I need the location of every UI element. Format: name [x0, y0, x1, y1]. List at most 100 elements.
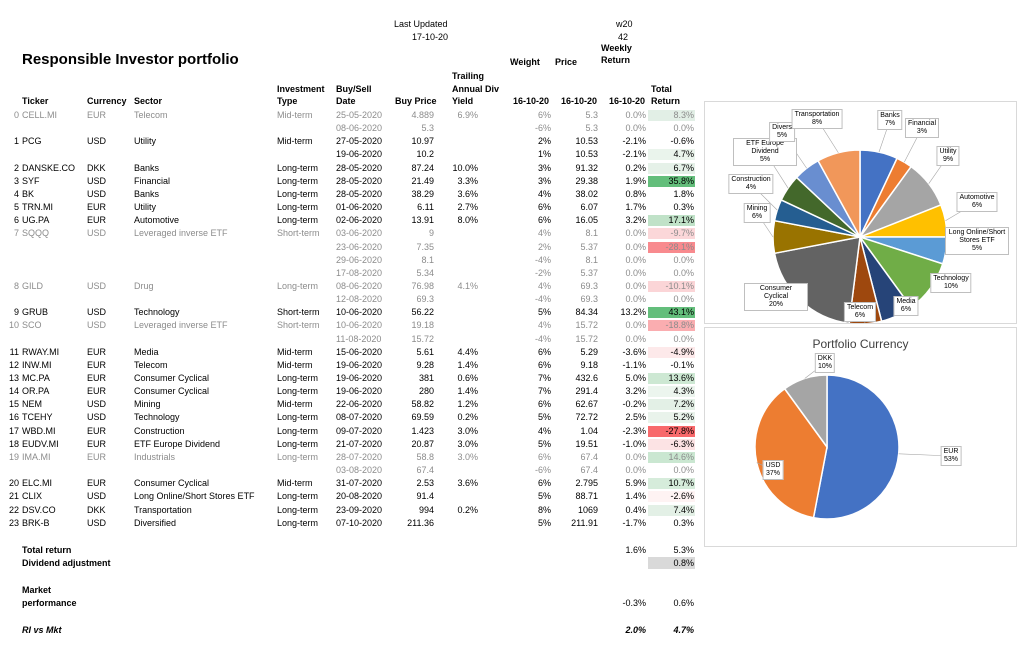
pie-label-name: Transportation: [794, 111, 840, 118]
total-return-heat: [648, 478, 695, 490]
cell-buy: 5.34: [416, 267, 434, 278]
cell-type: Long-term: [277, 412, 319, 423]
cell-price: 6.07: [580, 202, 598, 213]
cell-total: 43.1%: [668, 307, 694, 318]
cell-weekly: 0.4%: [625, 504, 646, 515]
table-row: 7 SQQQ USD Leveraged inverse ETF Short-term 0…: [0, 227, 700, 240]
table-row: 16 TCEHY USD Technology Long-term 08-07-2020 6…: [0, 411, 700, 424]
cell-idx: 11: [9, 346, 19, 357]
cell-date: 03-08-2020: [336, 465, 383, 476]
cell-type: Long-term: [277, 162, 319, 173]
pie-label: DKK 10%: [814, 353, 836, 373]
pie-label-value: 20%: [768, 301, 783, 308]
cell-weight: 1%: [537, 149, 551, 160]
cell-idx: 16: [8, 412, 19, 423]
cell-sector: Transportation: [134, 504, 192, 515]
total-return-heat: [648, 504, 695, 516]
cell-weekly: 13.2%: [620, 307, 646, 318]
currency-pie: [754, 362, 952, 520]
cell-div: 3.0%: [457, 425, 478, 436]
cell-div: 4.4%: [457, 346, 478, 357]
pie-label: Long Online/Short Stores ETF 5%: [945, 227, 1009, 255]
cell-weekly: -2.1%: [622, 149, 646, 160]
cell-idx: 19: [8, 451, 19, 462]
cell-total: 10.7%: [668, 478, 694, 489]
total-return-heat: [648, 228, 695, 240]
cell-ticker: BK: [22, 188, 35, 199]
cell-idx: 5: [13, 202, 19, 213]
cell-sector: Long Online/Short Stores ETF: [134, 491, 255, 502]
cell-type: Long-term: [277, 215, 319, 226]
cell-price: 8.1: [585, 228, 598, 239]
cell-weight: -4%: [534, 294, 551, 305]
market-total: 0.6%: [673, 598, 694, 608]
total-return-heat: [648, 162, 695, 174]
cell-buy: 2.53: [416, 478, 434, 489]
cell-cur: USD: [87, 399, 107, 410]
cell-weekly: 0.0%: [625, 320, 646, 331]
pie-label: Transportation 8%: [791, 109, 843, 129]
cell-date: 27-05-2020: [336, 136, 383, 147]
pie-label-name: EUR: [943, 448, 959, 455]
cell-buy: 8.1: [421, 254, 434, 265]
cell-weight: 6%: [537, 346, 551, 357]
cell-total: -0.6%: [670, 136, 694, 147]
cell-weekly: 0.0%: [625, 267, 646, 278]
cell-buy: 76.98: [411, 280, 434, 291]
cell-weight: 3%: [537, 175, 551, 186]
pie-label-name: Construction: [731, 176, 771, 183]
cell-date: 02-06-2020: [336, 215, 383, 226]
ri-vs-mkt-weekly: 2.0%: [625, 625, 646, 635]
table-row: 9 GRUB USD Technology Short-term 10-06-2020 56…: [0, 306, 700, 319]
cell-idx: 7: [13, 228, 19, 239]
cell-idx: 23: [8, 517, 19, 528]
pie-label: Media 6%: [893, 296, 919, 316]
cell-price: 69.3: [580, 294, 598, 305]
cell-total: -10.1%: [665, 280, 694, 291]
cell-sector: Technology: [134, 412, 180, 423]
pie-label-value: 10%: [817, 363, 832, 370]
total-return-heat: [648, 373, 695, 384]
cell-buy: 87.24: [411, 162, 434, 173]
cell-weight: 6%: [537, 110, 551, 120]
table-row: 2 DANSKE.CO DKK Banks Long-term 28-05-2020 87.…: [0, 162, 700, 175]
table-row: 03-08-2020 67.4 -6% 67.4 0.0% 0.0%: [0, 464, 700, 477]
pie-label-name: Utility: [939, 148, 957, 155]
cell-sector: Consumer Cyclical: [134, 373, 210, 383]
cell-buy: 5.3: [421, 123, 434, 134]
pie-label-name: Consumer Cyclical: [759, 285, 793, 300]
pie-label-value: 8%: [811, 119, 823, 126]
table-row: 12-08-2020 69.3 -4% 69.3 0.0% 0.0%: [0, 293, 700, 306]
table-row: 12 INW.MI EUR Telecom Mid-term 19-06-2020 9.28…: [0, 359, 700, 372]
col-price-1: Price: [555, 57, 578, 67]
cell-weight: 6%: [537, 215, 551, 226]
cell-div: 3.3%: [457, 175, 478, 186]
market-label-2: performance: [22, 598, 77, 608]
cell-date: 03-06-2020: [336, 228, 383, 239]
total-return-total: 5.3%: [673, 545, 694, 555]
cell-idx: 17: [8, 425, 19, 436]
cell-idx: 13: [8, 373, 19, 383]
cell-total: 0.0%: [673, 267, 694, 278]
pie-label: Telecom 6%: [843, 302, 877, 322]
pie-label-value: 6%: [900, 306, 912, 313]
cell-weight: 4%: [537, 228, 551, 239]
cell-ticker: CELL.MI: [22, 110, 58, 120]
cell-total: -27.8%: [665, 425, 694, 436]
table-row: 21 CLIX USD Long Online/Short Stores ETF Lon…: [0, 490, 700, 503]
cell-price: 5.29: [580, 346, 598, 357]
cell-total: -18.8%: [665, 320, 694, 331]
cell-date: 15-06-2020: [336, 346, 383, 357]
cell-ticker: ELC.MI: [22, 478, 53, 489]
cell-date: 19-06-2020: [336, 149, 383, 160]
cell-idx: 22: [8, 504, 19, 515]
cell-buy: 6.11: [417, 202, 434, 213]
cell-buy: 38.29: [411, 188, 434, 199]
cell-cur: EUR: [87, 438, 107, 449]
cell-div: 6.9%: [457, 110, 478, 120]
cell-buy: 20.87: [411, 438, 434, 449]
cell-weekly: -1.7%: [622, 517, 646, 528]
cell-type: Long-term: [277, 504, 319, 515]
cell-total: 0.3%: [673, 517, 694, 528]
cell-ticker: NEM: [22, 399, 42, 410]
